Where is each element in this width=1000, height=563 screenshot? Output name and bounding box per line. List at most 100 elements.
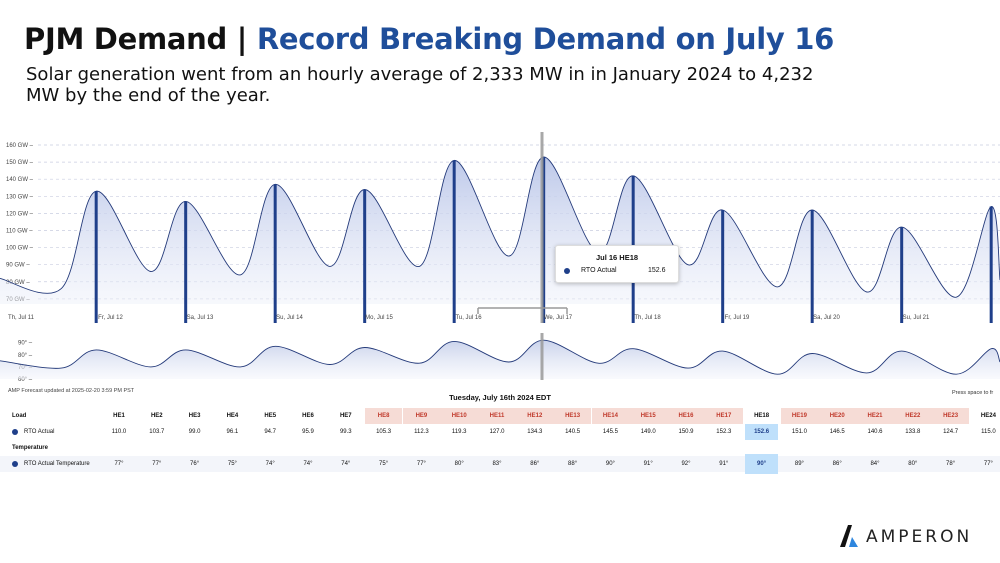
load-value-cell[interactable]: 151.0 xyxy=(791,429,807,435)
hourly-table: Load HE1 HE2 HE3 HE4 HE5 HE6 HE7 HE8 HE9 HE10 HE11… xyxy=(0,406,1000,476)
y-tick-label: 120 GW – xyxy=(6,211,34,217)
temperature-value-cell[interactable]: 78° xyxy=(946,461,956,467)
temperature-value-cell[interactable]: 77° xyxy=(983,461,993,467)
table-header-row: Load HE1 HE2 HE3 HE4 HE5 HE6 HE7 HE8 HE9 HE10 HE11… xyxy=(0,408,1000,424)
amperon-logo-icon xyxy=(840,525,858,547)
temperature-value-cell[interactable]: 77° xyxy=(114,461,124,467)
load-section-label: Load xyxy=(12,413,27,419)
load-value-cell[interactable]: 95.9 xyxy=(302,429,314,435)
temperature-value-cell[interactable]: 91° xyxy=(719,461,729,467)
hour-header: HE17 xyxy=(704,408,743,424)
hour-header: HE13 xyxy=(553,408,592,424)
hour-header: HE1 xyxy=(113,413,125,419)
hour-header: HE22 xyxy=(893,408,932,424)
tooltip-series-dot xyxy=(564,268,570,274)
x-tick-label: Sa, Jul 13 xyxy=(187,315,214,321)
load-value-cell[interactable]: 115.0 xyxy=(981,429,996,435)
load-value-cell[interactable]: 99.3 xyxy=(339,429,352,435)
temperature-value-cell[interactable]: 90° xyxy=(744,454,779,474)
x-tick-label: Tu, Jul 16 xyxy=(455,315,482,321)
temperature-value-cell[interactable]: 86° xyxy=(832,461,842,467)
load-value-cell[interactable]: 124.7 xyxy=(943,429,959,435)
table-date-header: Tuesday, July 16th 2024 EDT xyxy=(449,393,551,402)
temperature-value-cell[interactable]: 83° xyxy=(492,461,502,467)
temperature-value-cell[interactable]: 92° xyxy=(681,461,691,467)
title-prefix: PJM Demand | xyxy=(24,22,248,56)
load-value-cell[interactable]: 134.3 xyxy=(527,429,543,435)
load-value-cell[interactable]: 110.0 xyxy=(111,429,127,435)
hour-header: HE11 xyxy=(478,408,516,424)
load-chart[interactable]: 160 GW – 150 GW – 140 GW – 130 GW – 120 GW –… xyxy=(0,130,1000,325)
series-dot xyxy=(12,461,18,467)
load-value-cell[interactable]: 145.5 xyxy=(602,429,618,435)
temperature-value-cell[interactable]: 86° xyxy=(530,461,540,467)
x-tick-label: Su, Jul 14 xyxy=(276,315,303,321)
load-value-cell[interactable]: 152.6 xyxy=(744,424,779,440)
x-tick-label: Th, Jul 18 xyxy=(634,315,661,321)
load-value-cell[interactable]: 152.3 xyxy=(716,429,732,435)
hour-header: HE23 xyxy=(931,408,970,424)
hour-header: HE5 xyxy=(264,413,277,419)
temperature-line xyxy=(0,339,1000,375)
temperature-value-cell[interactable]: 80° xyxy=(454,461,464,467)
load-row-label: RTO Actual xyxy=(24,429,55,435)
hour-header: HE4 xyxy=(226,413,239,419)
temperature-value-cell[interactable]: 89° xyxy=(794,461,804,467)
series-dot xyxy=(12,429,18,435)
y-tick-label: 80 GW – xyxy=(6,280,30,286)
table-row[interactable]: RTO Actual Temperature 77° 77° 76° 75° 74° 74… xyxy=(0,454,1000,474)
load-value-cell[interactable]: 149.0 xyxy=(640,429,656,435)
load-value-cell[interactable]: 146.5 xyxy=(829,429,845,435)
load-value-cell[interactable]: 96.1 xyxy=(226,429,239,435)
load-value-cell[interactable]: 119.3 xyxy=(451,429,467,435)
temperature-chart[interactable]: 90° –80° –70° –60° – xyxy=(0,333,1000,383)
load-area xyxy=(0,156,1000,304)
temperature-value-cell[interactable]: 75° xyxy=(227,461,237,467)
load-value-cell[interactable]: 112.3 xyxy=(414,429,429,435)
load-value-cell[interactable]: 133.8 xyxy=(905,429,921,435)
temperature-value-cell[interactable]: 91° xyxy=(643,461,653,467)
y-tick-label: 90° – xyxy=(18,341,33,347)
load-value-cell[interactable]: 94.7 xyxy=(264,429,277,435)
y-tick-label: 100 GW – xyxy=(6,246,34,252)
table-row[interactable]: RTO Actual 110.0 103.7 99.0 96.1 94.7 95.9 99.… xyxy=(0,424,1000,440)
temperature-value-cell[interactable]: 74° xyxy=(303,461,313,467)
x-tick-label: Fr, Jul 19 xyxy=(725,315,750,321)
temperature-value-cell[interactable]: 77° xyxy=(416,461,426,467)
y-tick-label: 60° – xyxy=(18,377,33,383)
y-tick-label: 160 GW – xyxy=(6,143,34,149)
hour-header: HE18 xyxy=(754,413,770,419)
load-value-cell[interactable]: 103.7 xyxy=(149,429,165,435)
tooltip-series-name: RTO Actual xyxy=(581,267,617,274)
title-highlight: Record Breaking Demand on July 16 xyxy=(256,22,834,56)
y-tick-label: 140 GW – xyxy=(6,177,34,183)
hour-header: HE16 xyxy=(667,408,705,424)
temperature-value-cell[interactable]: 74° xyxy=(341,461,351,467)
load-value-cell[interactable]: 99.0 xyxy=(188,429,201,435)
hour-header: HE8 xyxy=(364,408,403,424)
hour-header: HE24 xyxy=(980,413,996,419)
logo-wordmark: AMPERON xyxy=(866,527,973,547)
load-value-cell[interactable]: 140.5 xyxy=(565,429,581,435)
hour-header: HE6 xyxy=(302,413,314,419)
temperature-value-cell[interactable]: 84° xyxy=(870,461,880,467)
load-value-cell[interactable]: 150.9 xyxy=(678,429,694,435)
hour-header: HE10 xyxy=(440,408,479,424)
hour-header: HE3 xyxy=(188,413,201,419)
x-tick-label: Su, Jul 21 xyxy=(903,315,930,321)
temperature-value-cell[interactable]: 74° xyxy=(265,461,275,467)
temperature-value-cell[interactable]: 75° xyxy=(379,461,389,467)
temperature-value-cell[interactable]: 76° xyxy=(190,461,200,467)
load-value-cell[interactable]: 105.3 xyxy=(376,429,392,435)
forecast-footnote: AMP Forecast updated at 2025-02-20 3:59 … xyxy=(8,388,135,394)
y-tick-label: 130 GW – xyxy=(6,194,34,200)
tooltip-title: Jul 16 HE18 xyxy=(595,253,639,262)
temperature-value-cell[interactable]: 77° xyxy=(152,461,162,467)
temperature-value-cell[interactable]: 88° xyxy=(568,461,578,467)
load-value-cell[interactable]: 140.6 xyxy=(867,429,883,435)
temperature-value-cell[interactable]: 90° xyxy=(605,461,615,467)
load-value-cell[interactable]: 127.0 xyxy=(489,429,505,435)
temperature-value-cell[interactable]: 80° xyxy=(908,461,918,467)
hour-header: HE2 xyxy=(150,413,163,419)
x-tick-label: Th, Jul 11 xyxy=(8,315,35,321)
